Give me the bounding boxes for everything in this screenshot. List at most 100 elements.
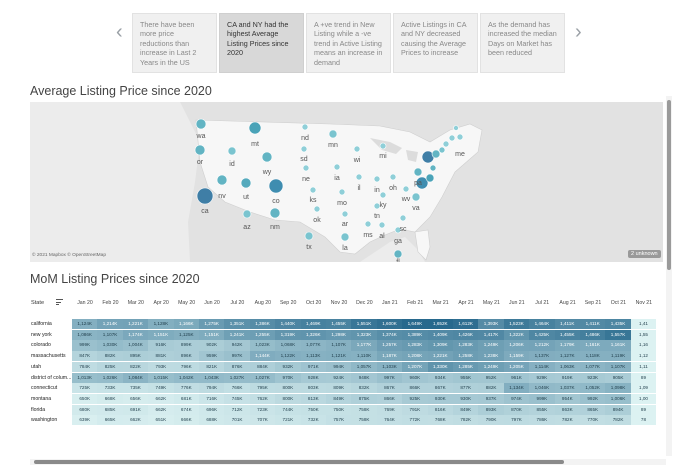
- price-cell[interactable]: 1,649K: [402, 319, 428, 330]
- price-cell[interactable]: 1,551K: [351, 319, 377, 330]
- price-cell[interactable]: 769K: [376, 404, 403, 415]
- price-cell[interactable]: 758K: [351, 404, 377, 415]
- horizontal-scrollbar-thumb[interactable]: [34, 460, 564, 464]
- state-marker-sc[interactable]: [399, 214, 407, 222]
- price-cell[interactable]: 1,00: [630, 393, 657, 405]
- price-cell[interactable]: 1,386K: [249, 319, 276, 330]
- price-cell[interactable]: 800K: [275, 383, 301, 394]
- price-cell[interactable]: 1,110K: [351, 351, 377, 362]
- table-row[interactable]: new york 1,086K 1,107K 1,174K 1,151K 1,125K 1,…: [28, 329, 666, 341]
- month-header[interactable]: Jun 21: [509, 300, 525, 306]
- price-cell[interactable]: 1,068K: [275, 340, 301, 351]
- price-cell[interactable]: 1,241K: [224, 329, 250, 340]
- month-header[interactable]: Aug 20: [254, 300, 272, 306]
- price-cell[interactable]: 1,134K: [503, 383, 530, 394]
- price-cell[interactable]: 930K: [427, 393, 453, 405]
- price-cell[interactable]: 1,523K: [503, 319, 530, 330]
- price-cell[interactable]: 855K: [529, 404, 555, 415]
- price-cell[interactable]: 1,275K: [199, 319, 225, 330]
- price-cell[interactable]: 1,179K: [554, 340, 580, 351]
- state-marker-tx[interactable]: [304, 231, 314, 241]
- northeast-state-marker[interactable]: [442, 140, 450, 148]
- price-cell[interactable]: 952K: [478, 372, 504, 383]
- price-cell[interactable]: 970K: [275, 372, 301, 383]
- price-cell[interactable]: 1,417K: [478, 329, 504, 340]
- price-cell[interactable]: 766K: [224, 383, 250, 394]
- price-cell[interactable]: 866K: [402, 383, 428, 394]
- price-cell[interactable]: 1,652K: [427, 319, 453, 330]
- price-cell[interactable]: 1,122K: [275, 351, 301, 362]
- price-cell[interactable]: 1,086K: [72, 329, 98, 340]
- price-cell[interactable]: 784K: [72, 361, 98, 372]
- price-cell[interactable]: 1,55: [630, 329, 657, 340]
- price-cell[interactable]: 790K: [478, 415, 504, 426]
- month-header[interactable]: Jan 20: [77, 300, 93, 306]
- month-header[interactable]: Jun 20: [204, 300, 220, 306]
- month-header[interactable]: Feb 20: [102, 300, 119, 306]
- price-cell[interactable]: 1,042K: [173, 372, 199, 383]
- state-marker-in[interactable]: [373, 175, 381, 183]
- price-cell[interactable]: 668K: [97, 393, 123, 405]
- northeast-state-marker[interactable]: [448, 134, 456, 142]
- price-cell[interactable]: 782K: [453, 415, 479, 426]
- month-header[interactable]: Feb 21: [407, 300, 424, 306]
- price-cell[interactable]: 895K: [122, 351, 149, 362]
- price-cell[interactable]: 786K: [529, 415, 555, 426]
- state-marker-mo[interactable]: [338, 188, 346, 196]
- price-cell[interactable]: 1,027K: [249, 372, 276, 383]
- price-cell[interactable]: 1,393K: [478, 319, 504, 330]
- price-cell[interactable]: 1,125K: [173, 329, 199, 340]
- price-cell[interactable]: 681K: [173, 393, 199, 405]
- price-cell[interactable]: 1,118K: [580, 351, 606, 362]
- price-cell[interactable]: 1,214K: [97, 319, 123, 330]
- state-marker-ks[interactable]: [309, 186, 317, 194]
- price-cell[interactable]: 948K: [351, 372, 377, 383]
- price-cell[interactable]: 1,052K: [580, 383, 606, 394]
- price-cell[interactable]: 1,207K: [402, 361, 428, 372]
- state-marker-ca[interactable]: [196, 187, 214, 205]
- price-cell[interactable]: 89: [630, 404, 657, 415]
- price-cell[interactable]: 1,161K: [580, 340, 606, 351]
- state-marker-wv[interactable]: [402, 185, 410, 193]
- price-cell[interactable]: 768K: [427, 415, 453, 426]
- price-cell[interactable]: 1,098K: [605, 383, 631, 394]
- price-cell[interactable]: 1,151K: [199, 329, 225, 340]
- price-cell[interactable]: 662K: [122, 415, 149, 426]
- price-cell[interactable]: 881K: [148, 351, 174, 362]
- price-cell[interactable]: 994K: [326, 361, 352, 372]
- price-cell[interactable]: 782K: [605, 415, 631, 426]
- story-next-arrow-icon[interactable]: ›: [575, 21, 582, 43]
- price-cell[interactable]: 1,212K: [529, 340, 555, 351]
- price-cell[interactable]: 1,09: [630, 383, 657, 394]
- price-cell[interactable]: 1,119K: [605, 351, 631, 362]
- price-cell[interactable]: 1,023K: [249, 340, 276, 351]
- price-cell[interactable]: 1,326K: [300, 329, 326, 340]
- price-cell[interactable]: 1,137K: [529, 351, 555, 362]
- price-cell[interactable]: 797K: [503, 415, 530, 426]
- price-cell[interactable]: 1,205K: [503, 361, 530, 372]
- price-cell[interactable]: 744K: [275, 404, 301, 415]
- price-cell[interactable]: 1,455K: [326, 319, 352, 330]
- state-marker-mt[interactable]: [248, 121, 262, 135]
- price-cell[interactable]: 651K: [148, 415, 174, 426]
- state-marker-or[interactable]: [194, 144, 206, 156]
- price-cell[interactable]: 1,322K: [503, 329, 530, 340]
- price-cell[interactable]: 832K: [351, 383, 377, 394]
- price-cell[interactable]: 894K: [605, 404, 631, 415]
- price-cell[interactable]: 712K: [224, 404, 250, 415]
- price-cell[interactable]: 796K: [173, 361, 199, 372]
- month-header[interactable]: Jan 21: [382, 300, 398, 306]
- price-cell[interactable]: 757K: [326, 415, 352, 426]
- price-cell[interactable]: 758K: [351, 415, 377, 426]
- state-marker-wi[interactable]: [353, 145, 361, 153]
- state-marker-la[interactable]: [340, 232, 350, 242]
- price-cell[interactable]: 764K: [376, 415, 403, 426]
- state-marker-wy[interactable]: [261, 151, 273, 163]
- state-marker-fl[interactable]: [393, 249, 403, 259]
- price-cell[interactable]: 1,127K: [554, 351, 580, 362]
- price-cell[interactable]: 1,411K: [580, 319, 606, 330]
- price-cell[interactable]: 919K: [554, 372, 580, 383]
- state-marker-mn[interactable]: [328, 129, 338, 139]
- price-cell[interactable]: 1,257K: [376, 340, 403, 351]
- price-cell[interactable]: 942K: [224, 340, 250, 351]
